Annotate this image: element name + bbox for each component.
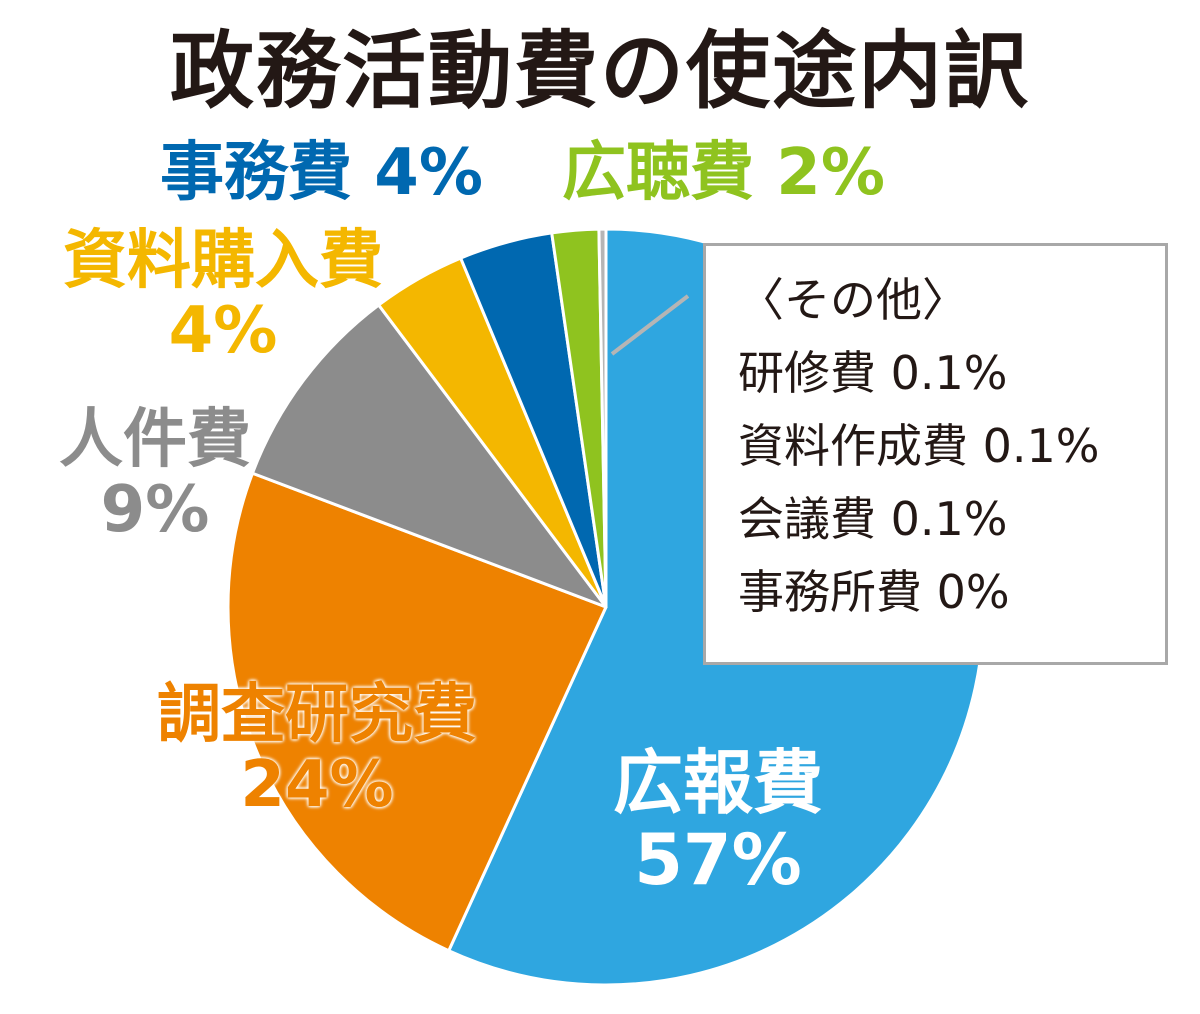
label-jimuhi-value: 4%: [374, 136, 483, 210]
label-kouchouhi: 広聴費 2%: [562, 138, 885, 208]
label-shiryoukounyuuhi-value: 4%: [168, 294, 278, 369]
pie-slice-6: [597, 227, 608, 609]
label-chousakenkyuuhi-value: 24%: [240, 748, 394, 823]
other-item-label: 資料作成費: [738, 419, 968, 473]
other-item: 研修費 0.1%: [738, 337, 1165, 410]
label-chousakenkyuuhi-name: 調査研究費: [157, 678, 477, 752]
label-jinkenhi-name: 人件費: [59, 403, 251, 477]
other-item-value: 0%: [936, 565, 1010, 619]
other-item: 資料作成費 0.1%: [738, 410, 1165, 483]
other-leader-line: [610, 294, 690, 356]
other-box-heading: 〈その他〉: [738, 273, 968, 327]
other-item: 会議費 0.1%: [738, 483, 1165, 556]
other-item-value: 0.1%: [890, 492, 1008, 546]
other-item-value: 0.1%: [982, 419, 1100, 473]
other-item-label: 研修費: [738, 346, 876, 400]
label-kouhouhi-name: 広報費: [613, 742, 823, 824]
label-shiryoukounyuuhi: 資料購入費 4%: [28, 226, 418, 367]
other-item-value: 0.1%: [890, 346, 1008, 400]
other-item-label: 会議費: [738, 492, 876, 546]
label-shiryoukounyuuhi-name: 資料購入費: [63, 224, 383, 298]
pie-slice-1: [226, 471, 608, 953]
label-kouchouhi-value: 2%: [776, 136, 885, 210]
other-item-label: 事務所費: [738, 565, 922, 619]
label-jimuhi: 事務費 4%: [160, 138, 483, 208]
label-kouhouhi: 広報費 57%: [598, 745, 838, 899]
label-jimuhi-name: 事務費: [160, 136, 352, 210]
label-jinkenhi: 人件費 9%: [30, 405, 280, 546]
pie-slice-2: [250, 303, 608, 609]
chart-title: 政務活動費の使途内訳: [169, 22, 1030, 120]
label-chousakenkyuuhi: 調査研究費 24%: [112, 680, 522, 821]
other-breakdown-box: 〈その他〉 研修費 0.1% 資料作成費 0.1% 会議費 0.1% 事務所費 …: [703, 243, 1168, 665]
label-kouchouhi-name: 広聴費: [562, 136, 754, 210]
label-kouhouhi-value: 57%: [634, 819, 802, 901]
label-jinkenhi-value: 9%: [100, 473, 210, 548]
other-item: 事務所費 0%: [738, 556, 1165, 629]
